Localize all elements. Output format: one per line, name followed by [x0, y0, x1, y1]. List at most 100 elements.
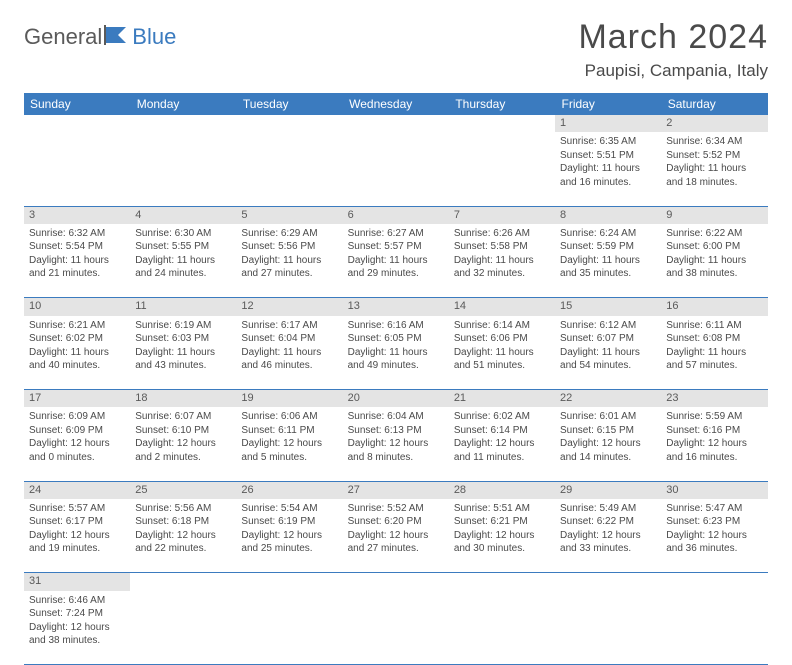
day-header: Friday — [555, 93, 661, 115]
sunrise-line: Sunrise: 6:32 AM — [29, 227, 125, 241]
day-number-cell: 21 — [449, 390, 555, 408]
day-cell — [343, 132, 449, 206]
daylight-line: Daylight: 11 hours — [454, 346, 550, 360]
day-number-cell — [343, 115, 449, 132]
daylight-line: Daylight: 11 hours — [135, 254, 231, 268]
sunset-line: Sunset: 6:09 PM — [29, 424, 125, 438]
sunset-line: Sunset: 6:14 PM — [454, 424, 550, 438]
daylight-line: Daylight: 11 hours — [348, 254, 444, 268]
sunset-line: Sunset: 6:15 PM — [560, 424, 656, 438]
day-header: Thursday — [449, 93, 555, 115]
daylight-line: Daylight: 11 hours — [348, 346, 444, 360]
day-cell: Sunrise: 6:09 AMSunset: 6:09 PMDaylight:… — [24, 407, 130, 481]
day-cell: Sunrise: 6:02 AMSunset: 6:14 PMDaylight:… — [449, 407, 555, 481]
daylight-line-2: and 27 minutes. — [241, 267, 337, 281]
daylight-line: Daylight: 12 hours — [454, 529, 550, 543]
day-cell: Sunrise: 6:07 AMSunset: 6:10 PMDaylight:… — [130, 407, 236, 481]
day-header-row: SundayMondayTuesdayWednesdayThursdayFrid… — [24, 93, 768, 115]
sunset-line: Sunset: 6:13 PM — [348, 424, 444, 438]
day-number-cell — [449, 115, 555, 132]
day-number-cell: 12 — [236, 298, 342, 316]
sunrise-line: Sunrise: 6:12 AM — [560, 319, 656, 333]
daylight-line: Daylight: 12 hours — [241, 437, 337, 451]
daylight-line-2: and 24 minutes. — [135, 267, 231, 281]
daylight-line-2: and 32 minutes. — [454, 267, 550, 281]
day-header: Saturday — [661, 93, 767, 115]
daylight-line: Daylight: 11 hours — [560, 162, 656, 176]
sunset-line: Sunset: 6:06 PM — [454, 332, 550, 346]
sunrise-line: Sunrise: 6:02 AM — [454, 410, 550, 424]
daylight-line: Daylight: 12 hours — [241, 529, 337, 543]
daylight-line-2: and 21 minutes. — [29, 267, 125, 281]
week-number-row: 3456789 — [24, 206, 768, 224]
daylight-line-2: and 14 minutes. — [560, 451, 656, 465]
sunrise-line: Sunrise: 6:04 AM — [348, 410, 444, 424]
day-number-cell: 7 — [449, 206, 555, 224]
week-data-row: Sunrise: 6:35 AMSunset: 5:51 PMDaylight:… — [24, 132, 768, 206]
day-cell: Sunrise: 6:21 AMSunset: 6:02 PMDaylight:… — [24, 316, 130, 390]
day-number-cell: 15 — [555, 298, 661, 316]
sunset-line: Sunset: 5:59 PM — [560, 240, 656, 254]
sunrise-line: Sunrise: 6:22 AM — [666, 227, 762, 241]
daylight-line-2: and 29 minutes. — [348, 267, 444, 281]
sunset-line: Sunset: 6:04 PM — [241, 332, 337, 346]
daylight-line: Daylight: 12 hours — [560, 529, 656, 543]
day-number-cell: 27 — [343, 481, 449, 499]
day-number-cell: 23 — [661, 390, 767, 408]
day-cell: Sunrise: 6:01 AMSunset: 6:15 PMDaylight:… — [555, 407, 661, 481]
daylight-line-2: and 40 minutes. — [29, 359, 125, 373]
location-subtitle: Paupisi, Campania, Italy — [578, 61, 768, 81]
week-number-row: 24252627282930 — [24, 481, 768, 499]
sunset-line: Sunset: 6:22 PM — [560, 515, 656, 529]
day-cell: Sunrise: 6:29 AMSunset: 5:56 PMDaylight:… — [236, 224, 342, 298]
day-number-cell: 16 — [661, 298, 767, 316]
sunset-line: Sunset: 5:56 PM — [241, 240, 337, 254]
day-number-cell: 13 — [343, 298, 449, 316]
week-number-row: 12 — [24, 115, 768, 132]
daylight-line: Daylight: 11 hours — [560, 254, 656, 268]
sunrise-line: Sunrise: 5:57 AM — [29, 502, 125, 516]
daylight-line-2: and 51 minutes. — [454, 359, 550, 373]
day-cell: Sunrise: 6:17 AMSunset: 6:04 PMDaylight:… — [236, 316, 342, 390]
daylight-line-2: and 30 minutes. — [454, 542, 550, 556]
week-data-row: Sunrise: 6:09 AMSunset: 6:09 PMDaylight:… — [24, 407, 768, 481]
sunset-line: Sunset: 5:52 PM — [666, 149, 762, 163]
sunrise-line: Sunrise: 6:24 AM — [560, 227, 656, 241]
sunrise-line: Sunrise: 6:16 AM — [348, 319, 444, 333]
daylight-line: Daylight: 12 hours — [666, 437, 762, 451]
day-cell — [24, 132, 130, 206]
sunset-line: Sunset: 6:19 PM — [241, 515, 337, 529]
daylight-line-2: and 22 minutes. — [135, 542, 231, 556]
sunset-line: Sunset: 6:10 PM — [135, 424, 231, 438]
day-header: Monday — [130, 93, 236, 115]
day-cell: Sunrise: 6:06 AMSunset: 6:11 PMDaylight:… — [236, 407, 342, 481]
daylight-line: Daylight: 11 hours — [135, 346, 231, 360]
sunset-line: Sunset: 6:23 PM — [666, 515, 762, 529]
daylight-line-2: and 54 minutes. — [560, 359, 656, 373]
day-cell: Sunrise: 6:30 AMSunset: 5:55 PMDaylight:… — [130, 224, 236, 298]
daylight-line: Daylight: 11 hours — [241, 346, 337, 360]
day-cell: Sunrise: 6:24 AMSunset: 5:59 PMDaylight:… — [555, 224, 661, 298]
daylight-line-2: and 19 minutes. — [29, 542, 125, 556]
day-number-cell: 25 — [130, 481, 236, 499]
daylight-line: Daylight: 11 hours — [666, 346, 762, 360]
day-number-cell: 6 — [343, 206, 449, 224]
sunset-line: Sunset: 5:54 PM — [29, 240, 125, 254]
day-cell: Sunrise: 6:12 AMSunset: 6:07 PMDaylight:… — [555, 316, 661, 390]
day-cell: Sunrise: 5:56 AMSunset: 6:18 PMDaylight:… — [130, 499, 236, 573]
day-number-cell — [236, 573, 342, 591]
daylight-line: Daylight: 12 hours — [29, 437, 125, 451]
sunrise-line: Sunrise: 6:30 AM — [135, 227, 231, 241]
sunrise-line: Sunrise: 6:27 AM — [348, 227, 444, 241]
daylight-line-2: and 2 minutes. — [135, 451, 231, 465]
sunset-line: Sunset: 6:07 PM — [560, 332, 656, 346]
daylight-line-2: and 46 minutes. — [241, 359, 337, 373]
day-number-cell — [130, 573, 236, 591]
day-number-cell: 30 — [661, 481, 767, 499]
daylight-line: Daylight: 11 hours — [29, 254, 125, 268]
sunrise-line: Sunrise: 6:34 AM — [666, 135, 762, 149]
daylight-line: Daylight: 12 hours — [348, 529, 444, 543]
sunset-line: Sunset: 6:05 PM — [348, 332, 444, 346]
sunrise-line: Sunrise: 6:01 AM — [560, 410, 656, 424]
sunrise-line: Sunrise: 5:56 AM — [135, 502, 231, 516]
